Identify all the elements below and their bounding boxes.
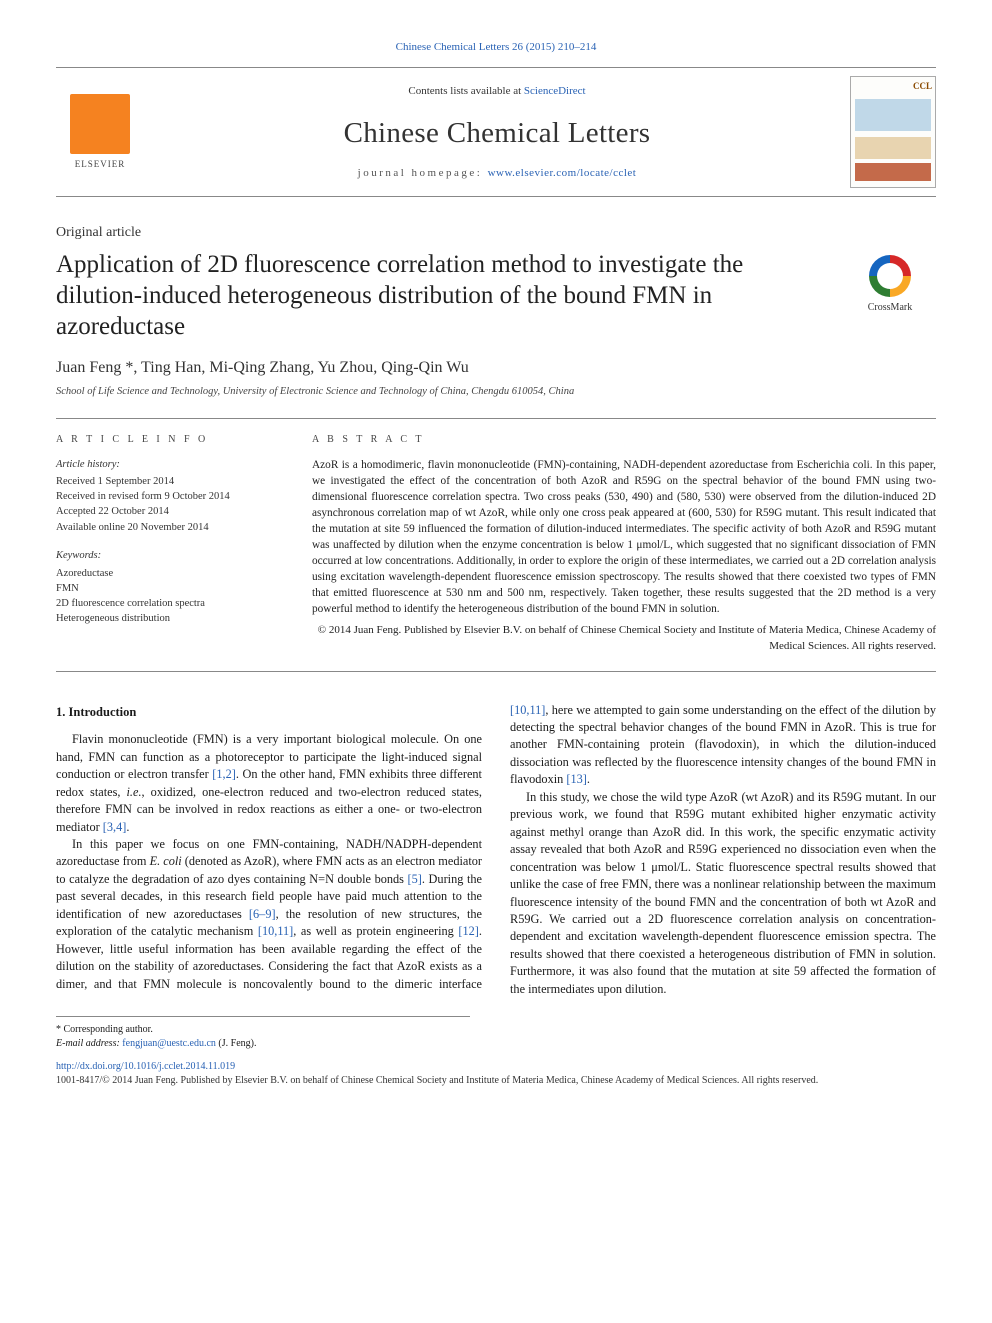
doi-link[interactable]: http://dx.doi.org/10.1016/j.cclet.2014.1…: [56, 1061, 235, 1072]
abstract-copyright: © 2014 Juan Feng. Published by Elsevier …: [312, 623, 936, 654]
keywords-list: Azoreductase FMN 2D fluorescence correla…: [56, 566, 278, 627]
elsevier-tree-icon: [70, 94, 130, 154]
article-info-panel: A R T I C L E I N F O Article history: R…: [56, 433, 278, 655]
abstract-panel: A B S T R A C T AzoR is a homodimeric, f…: [312, 433, 936, 655]
publisher-logo: ELSEVIER: [56, 84, 144, 180]
keyword-item: FMN: [56, 581, 278, 596]
ref-link[interactable]: [10,11]: [258, 924, 293, 938]
homepage-prefix: journal homepage:: [358, 167, 488, 179]
crossmark-icon: [869, 255, 911, 297]
author-email-link[interactable]: fengjuan@uestc.edu.cn: [122, 1038, 216, 1049]
section-heading-intro: 1. Introduction: [56, 704, 482, 722]
journal-header: ELSEVIER Contents lists available at Sci…: [56, 67, 936, 197]
journal-name: Chinese Chemical Letters: [144, 113, 850, 154]
keyword-item: 2D fluorescence correlation spectra: [56, 596, 278, 611]
history-online: Available online 20 November 2014: [56, 520, 278, 535]
journal-cover-thumb: CCL: [850, 76, 936, 188]
publisher-logo-text: ELSEVIER: [75, 158, 126, 171]
keywords-label: Keywords:: [56, 549, 278, 564]
homepage-line: journal homepage: www.elsevier.com/locat…: [144, 166, 850, 181]
affiliation: School of Life Science and Technology, U…: [56, 385, 936, 400]
corresponding-author-note: * Corresponding author.: [56, 1023, 470, 1037]
contents-prefix: Contents lists available at: [408, 85, 523, 97]
keyword-item: Azoreductase: [56, 566, 278, 581]
ref-link[interactable]: [12]: [458, 924, 479, 938]
body-paragraph: Flavin mononucleotide (FMN) is a very im…: [56, 731, 482, 836]
ref-link[interactable]: [3,4]: [103, 820, 127, 834]
sciencedirect-link[interactable]: ScienceDirect: [524, 85, 586, 97]
issn-copyright-line: 1001-8417/© 2014 Juan Feng. Published by…: [56, 1074, 936, 1088]
history-revised: Received in revised form 9 October 2014: [56, 489, 278, 504]
crossmark-label: CrossMark: [844, 301, 936, 315]
ref-link[interactable]: [1,2]: [212, 767, 236, 781]
history-label: Article history:: [56, 457, 278, 472]
homepage-link[interactable]: www.elsevier.com/locate/cclet: [488, 167, 637, 179]
article-type: Original article: [56, 223, 936, 243]
authors-line: Juan Feng *, Ting Han, Mi-Qing Zhang, Yu…: [56, 357, 936, 379]
history-received: Received 1 September 2014: [56, 474, 278, 489]
footnotes: * Corresponding author. E-mail address: …: [56, 1016, 470, 1050]
article-info-heading: A R T I C L E I N F O: [56, 433, 278, 447]
body-paragraph: In this study, we chose the wild type Az…: [510, 789, 936, 998]
contents-line: Contents lists available at ScienceDirec…: [144, 84, 850, 99]
top-citation: Chinese Chemical Letters 26 (2015) 210–2…: [56, 40, 936, 55]
article-body: 1. Introduction Flavin mononucleotide (F…: [56, 702, 936, 999]
abstract-heading: A B S T R A C T: [312, 433, 936, 447]
ref-link[interactable]: [10,11]: [510, 703, 545, 717]
ref-link[interactable]: [5]: [408, 872, 422, 886]
doi-footer: http://dx.doi.org/10.1016/j.cclet.2014.1…: [56, 1060, 936, 1087]
article-title: Application of 2D fluorescence correlati…: [56, 249, 826, 343]
cover-badge: CCL: [913, 80, 932, 93]
ref-link[interactable]: [6–9]: [249, 907, 276, 921]
abstract-text: AzoR is a homodimeric, flavin mononucleo…: [312, 457, 936, 617]
crossmark-badge[interactable]: CrossMark: [844, 255, 936, 315]
email-line: E-mail address: fengjuan@uestc.edu.cn (J…: [56, 1037, 470, 1051]
history-accepted: Accepted 22 October 2014: [56, 504, 278, 519]
keyword-item: Heterogeneous distribution: [56, 611, 278, 626]
ref-link[interactable]: [13]: [566, 772, 587, 786]
